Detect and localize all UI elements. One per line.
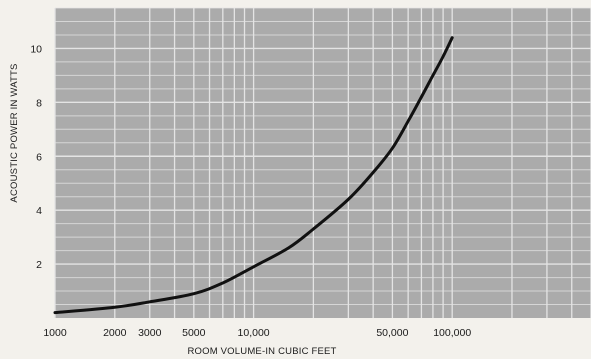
x-tick-label: 2000 [103,327,127,339]
x-tick-labels: 1000 2000 3000 5000 10,000 50,000 100,000 [43,327,471,339]
x-tick-label: 10,000 [238,327,270,339]
y-tick-labels: 2 4 6 8 10 [30,43,42,271]
data-point [391,147,394,149]
x-tick-label: 1000 [43,327,67,339]
x-tick-label: 50,000 [376,327,408,339]
data-point [193,292,195,295]
x-axis-label: ROOM VOLUME-IN CUBIC FEET [187,346,336,357]
data-point [442,55,444,58]
data-point [312,228,315,230]
y-tick-label: 4 [36,205,42,217]
y-tick-label: 2 [36,259,42,271]
y-axis-label: ACOUSTIC POWER IN WATTS [9,63,20,202]
plot-area [55,8,591,318]
grid-lines [54,7,591,318]
y-tick-label: 10 [30,43,42,55]
data-point [420,96,423,98]
x-tick-label: 100,000 [433,327,471,339]
data-point [54,311,56,314]
data-point [287,247,290,249]
x-tick-label: 5000 [182,327,206,339]
x-tick-label: 3000 [138,327,162,339]
data-point [407,120,409,123]
series-line-0 [53,36,454,315]
data-point [252,265,255,268]
y-tick-label: 8 [36,97,42,109]
data-point [113,306,116,309]
data-point [148,301,151,303]
data-point [372,171,374,174]
data-point [347,198,350,201]
data-point [222,282,224,284]
curve-layer [53,36,454,315]
data-point [432,74,434,77]
data-point [451,36,453,39]
y-tick-label: 6 [36,151,42,163]
